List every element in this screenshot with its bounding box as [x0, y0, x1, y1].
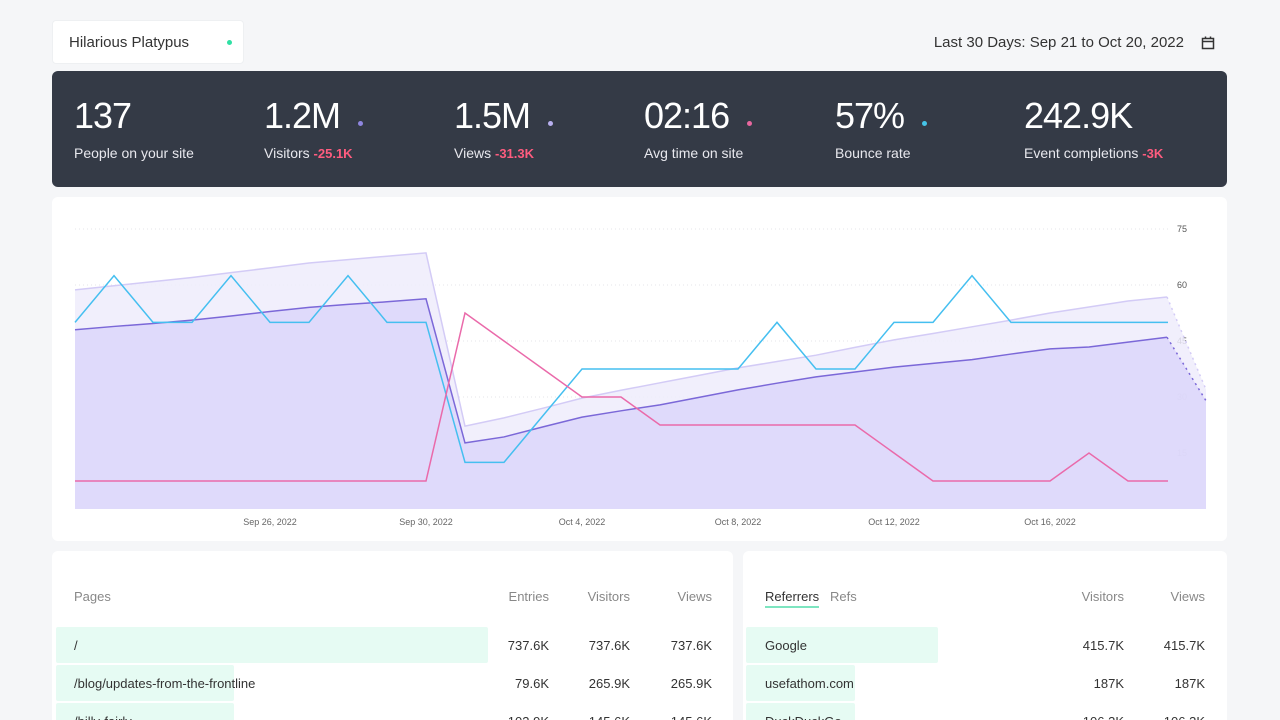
stat-change: -31.3K	[494, 146, 535, 161]
referrer-name[interactable]: usefathom.com	[765, 676, 854, 691]
x-tick-label: Oct 16, 2022	[1024, 517, 1076, 527]
referrer-bar	[746, 703, 855, 720]
pages-column-header: Views	[677, 589, 712, 604]
page-stat: 737.6K	[507, 638, 549, 653]
stat-label-row: Views -31.3K	[454, 145, 553, 161]
stat-value: 57%	[835, 95, 905, 136]
page-bar	[56, 665, 234, 701]
stat-label: Visitors	[264, 145, 310, 161]
page-stat: 79.6K	[515, 676, 549, 691]
stat-label-row: People on your site	[74, 145, 194, 161]
stat: 242.9K Event completions -3K	[1024, 95, 1163, 161]
page-stat: 103.9K	[508, 714, 549, 720]
x-tick-label: Sep 26, 2022	[243, 517, 297, 527]
referrer-column-header: Visitors	[1081, 589, 1124, 604]
tab[interactable]: Referrers	[765, 589, 820, 608]
stat: 57% Bounce rate	[835, 95, 928, 161]
line	[74, 298, 1168, 444]
stat: 137 People on your site	[74, 95, 194, 161]
y-tick-label: 60	[1177, 280, 1187, 290]
live-dot	[227, 40, 232, 45]
stats-panel: 137 People on your site 1.2M Visitors -25.1…	[52, 71, 1227, 187]
stat: 1.2M Visitors -25.1K	[264, 95, 364, 161]
page-bar	[56, 703, 234, 720]
stat-row: 57%	[835, 95, 928, 137]
stat-row: 1.5M	[454, 95, 554, 137]
stat-dot	[358, 121, 364, 127]
page-bar	[56, 627, 488, 663]
stat-value: 242.9K	[1024, 95, 1133, 136]
referrer-bar	[746, 627, 938, 663]
tab[interactable]: Refs	[830, 589, 857, 604]
page-stat: 265.9K	[588, 676, 630, 691]
page-stat: 737.6K	[588, 638, 630, 653]
page-path[interactable]: /blog/updates-from-the-frontline	[74, 676, 256, 691]
referrer-name[interactable]: DuckDuckGo	[765, 714, 842, 720]
site-selector[interactable]: Hilarious Platypus	[52, 20, 244, 64]
calendar-icon[interactable]	[1201, 36, 1215, 50]
referrer-stat: 106.3K	[1164, 714, 1205, 720]
stat-label: People on your site	[74, 145, 194, 161]
line-projection	[1166, 336, 1207, 402]
page-stat: 145.6K	[589, 714, 630, 720]
stat-row: 02:16	[644, 95, 753, 137]
site-name: Hilarious Platypus	[69, 34, 190, 51]
stat-label: Views	[454, 145, 492, 161]
stat-label-row: Event completions -3K	[1024, 145, 1163, 161]
y-tick-box	[1171, 221, 1193, 237]
stat-dot	[548, 121, 554, 127]
referrer-bar	[746, 665, 855, 701]
page-path[interactable]: /	[74, 638, 78, 653]
stat-dot	[922, 121, 928, 127]
pages-header: Pages	[74, 589, 111, 604]
stat-label-row: Visitors -25.1K	[264, 145, 363, 161]
stat-row: 137	[74, 95, 194, 137]
stat-label: Event completions	[1024, 145, 1139, 161]
stat-label: Avg time on site	[644, 145, 744, 161]
page-stat: 145.6K	[671, 714, 712, 720]
line	[74, 274, 1167, 464]
referrer-stat: 187K	[1174, 676, 1205, 691]
stat-value: 137	[74, 95, 132, 136]
stat-value: 1.2M	[264, 95, 341, 136]
x-tick-label: Oct 4, 2022	[559, 517, 606, 527]
pages-column-header: Entries	[508, 589, 549, 604]
stat-change: -25.1K	[313, 146, 353, 161]
y-tick-label: 75	[1177, 224, 1187, 234]
area	[75, 298, 1206, 509]
stat-value: 1.5M	[454, 95, 531, 136]
stat: 02:16 Avg time on site	[644, 95, 753, 161]
referrer-stat: 187K	[1093, 676, 1124, 691]
date-range[interactable]: Last 30 Days: Sep 21 to Oct 20, 2022	[933, 34, 1184, 51]
referrer-stat: 415.7K	[1082, 638, 1124, 653]
stat-row: 1.2M	[264, 95, 364, 137]
page-stat: 737.6K	[670, 638, 712, 653]
referrer-name[interactable]: Google	[765, 638, 807, 653]
referrer-column-header: Views	[1170, 589, 1205, 604]
x-tick-label: Oct 8, 2022	[715, 517, 762, 527]
line	[74, 252, 1168, 428]
stat: 1.5M Views -31.3K	[454, 95, 554, 161]
referrer-stat: 415.7K	[1163, 638, 1205, 653]
stat-label-row: Avg time on site	[644, 145, 752, 161]
referrer-stat: 106.3K	[1083, 714, 1124, 720]
page-stat: 265.9K	[670, 676, 712, 691]
pages-column-header: Visitors	[587, 589, 630, 604]
page-path[interactable]: /billy-fairly	[74, 714, 132, 720]
stat-label-row: Bounce rate	[835, 145, 927, 161]
stat-dot	[747, 121, 753, 127]
y-tick-box	[1171, 277, 1193, 293]
stat-value: 02:16	[644, 95, 730, 136]
stat-label: Bounce rate	[835, 145, 911, 161]
x-tick-label: Sep 30, 2022	[399, 517, 453, 527]
stat-change: -3K	[1142, 146, 1164, 161]
stat-row: 242.9K	[1024, 95, 1163, 137]
x-tick-label: Oct 12, 2022	[868, 517, 920, 527]
line	[75, 311, 1167, 482]
